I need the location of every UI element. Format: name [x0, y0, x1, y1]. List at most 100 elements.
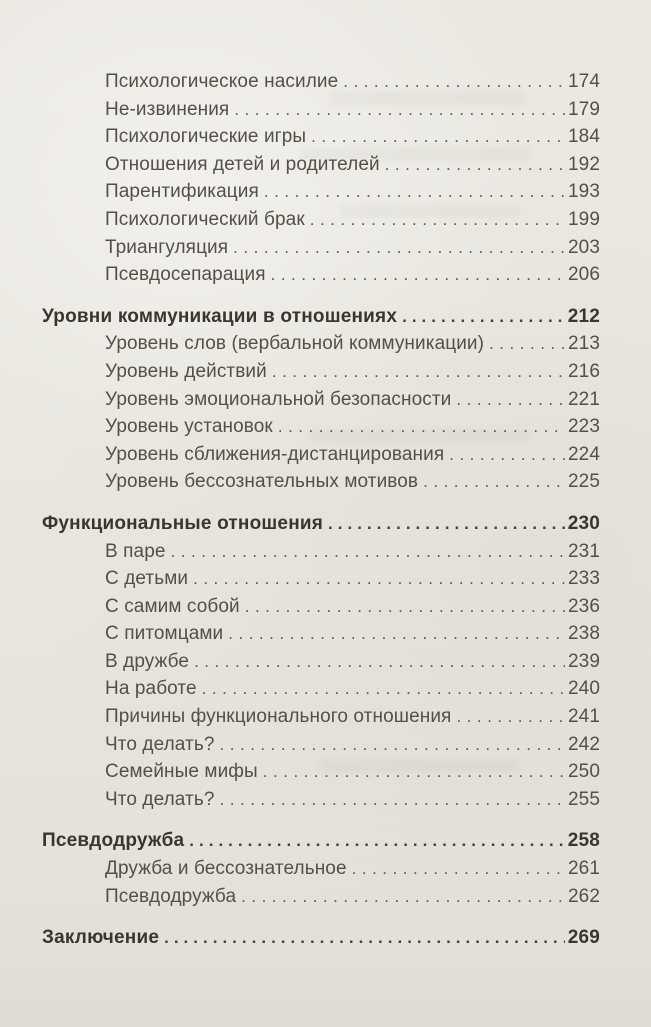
- toc-entry-label: Функциональные отношения: [42, 512, 324, 534]
- toc-entry-label: Дружба и бессознательное: [105, 858, 347, 880]
- toc-entry-page: 192: [567, 153, 600, 175]
- dot-leader: [278, 413, 565, 441]
- toc-sub-row: Триангуляция 203: [42, 234, 600, 262]
- dot-leader: [402, 303, 565, 331]
- toc-entry-label: Что делать?: [105, 788, 215, 810]
- toc-entry-label: Псевдосепарация: [105, 264, 266, 286]
- toc-entry-label: Уровень слов (вербальной коммуникации): [105, 333, 485, 355]
- dot-leader: [489, 330, 565, 358]
- toc-entry-page: 250: [567, 761, 600, 783]
- toc-sub-row: Причины функционального отношения 241: [42, 703, 600, 731]
- toc-sub-row: Семейные мифы 250: [42, 758, 600, 786]
- toc-entry-label: Отношения детей и родителей: [105, 153, 380, 175]
- dot-leader: [202, 675, 565, 703]
- toc-entry-label: Не-извинения: [105, 98, 230, 120]
- toc-entry-page: 193: [567, 181, 600, 203]
- toc-sub-row: С самим собой 236: [42, 593, 600, 621]
- toc-entry-page: 230: [567, 512, 600, 534]
- toc-entry-label: Псевдодружба: [105, 885, 237, 907]
- toc-entry-label: С самим собой: [105, 595, 240, 617]
- toc-sub-row: С питомцами 238: [42, 620, 600, 648]
- dot-leader: [352, 855, 565, 883]
- dot-leader: [228, 620, 565, 648]
- toc-entry-page: 221: [567, 388, 600, 410]
- dot-leader: [194, 648, 565, 676]
- toc-entry-label: Уровень сближения-дистанцирования: [105, 443, 445, 465]
- dot-leader: [189, 827, 564, 855]
- toc-sub-row: Дружба и бессознательное 261: [42, 855, 600, 883]
- dot-leader: [220, 786, 565, 814]
- dot-leader: [171, 538, 565, 566]
- toc-section-row: Псевдодружба 258: [42, 827, 600, 855]
- toc-sub-row: Что делать? 242: [42, 731, 600, 759]
- dot-leader: [271, 261, 565, 289]
- dot-leader: [245, 593, 565, 621]
- toc-entry-page: 239: [567, 650, 600, 672]
- toc-sub-row: Псевдодружба 262: [42, 883, 600, 911]
- toc-sub-row: В паре 231: [42, 538, 600, 566]
- toc-entry-page: 199: [567, 208, 600, 230]
- toc-entry-page: 255: [567, 788, 600, 810]
- toc-entry-label: Уровень установок: [105, 416, 273, 438]
- toc-entry-page: 206: [567, 264, 600, 286]
- dot-leader: [423, 468, 565, 496]
- toc-sub-row: Психологическое насилие 174: [42, 68, 600, 96]
- toc-section-row: Функциональные отношения 230: [42, 510, 600, 538]
- toc-sub-row: Что делать? 255: [42, 786, 600, 814]
- toc-entry-label: Психологическое насилие: [105, 71, 339, 92]
- toc-entry-page: 212: [567, 305, 600, 327]
- dot-leader: [241, 883, 565, 911]
- toc-sub-row: Уровень эмоциональной безопасности 221: [42, 386, 600, 414]
- toc-entry-label: На работе: [105, 678, 197, 700]
- toc-entry-page: 269: [567, 927, 600, 949]
- toc-sub-row: С детьми 233: [42, 565, 600, 593]
- toc-entry-page: 262: [567, 885, 600, 907]
- dot-leader: [311, 123, 565, 151]
- toc-entry-page: 261: [567, 858, 600, 880]
- toc-entry-label: Психологический брак: [105, 208, 305, 230]
- toc-entry-page: 224: [567, 443, 600, 465]
- toc-entry-label: С питомцами: [105, 623, 224, 645]
- toc-sub-row: Психологический брак 199: [42, 206, 600, 234]
- toc-entry-page: 236: [567, 595, 600, 617]
- dot-leader: [310, 206, 565, 234]
- dot-leader: [456, 386, 565, 414]
- dot-leader: [328, 510, 565, 538]
- toc-sub-row: Психологические игры 184: [42, 123, 600, 151]
- toc-sub-row: Не-извинения 179: [42, 96, 600, 124]
- toc-sub-row: В дружбе 239: [42, 648, 600, 676]
- toc-entry-label: Семейные мифы: [105, 761, 258, 783]
- toc-entry-label: В дружбе: [105, 650, 190, 672]
- toc-entry-page: 241: [567, 706, 600, 728]
- toc-entry-label: Уровень действий: [105, 360, 267, 382]
- toc-entry-label: В паре: [105, 540, 166, 562]
- toc-section-row: Уровни коммуникации в отношениях 212: [42, 303, 600, 331]
- toc-entry-page: 225: [567, 471, 600, 493]
- toc-entry-page: 233: [567, 568, 600, 590]
- toc-sub-row: Уровень установок 223: [42, 413, 600, 441]
- toc-entry-page: 179: [567, 98, 600, 120]
- toc-entry-label: С детьми: [105, 568, 189, 590]
- toc-entry-page: 231: [567, 540, 600, 562]
- toc-entry-page: 240: [567, 678, 600, 700]
- dot-leader: [263, 758, 565, 786]
- dot-leader: [234, 96, 565, 124]
- toc-entry-label: Что делать?: [105, 733, 215, 755]
- toc-entry-page: 174: [567, 71, 600, 92]
- toc-sub-row: Уровень сближения-дистанцирования 224: [42, 441, 600, 469]
- toc-entry-page: 184: [567, 126, 600, 148]
- dot-leader: [164, 924, 565, 952]
- toc-entry-label: Психологические игры: [105, 126, 307, 148]
- dot-leader: [233, 234, 565, 262]
- dot-leader: [456, 703, 565, 731]
- toc-sub-row: На работе 240: [42, 675, 600, 703]
- toc-entry-label: Причины функционального отношения: [105, 706, 452, 728]
- toc-entry-page: 258: [567, 830, 600, 852]
- toc-entry-page: 223: [567, 416, 600, 438]
- toc-entry-label: Уровень эмоциональной безопасности: [105, 388, 452, 410]
- toc-entry-label: Уровни коммуникации в отношениях: [42, 305, 398, 327]
- toc-entry-label: Заключение: [42, 927, 160, 949]
- dot-leader: [264, 178, 565, 206]
- toc-entry-page: 242: [567, 733, 600, 755]
- toc-sub-row: Уровень действий 216: [42, 358, 600, 386]
